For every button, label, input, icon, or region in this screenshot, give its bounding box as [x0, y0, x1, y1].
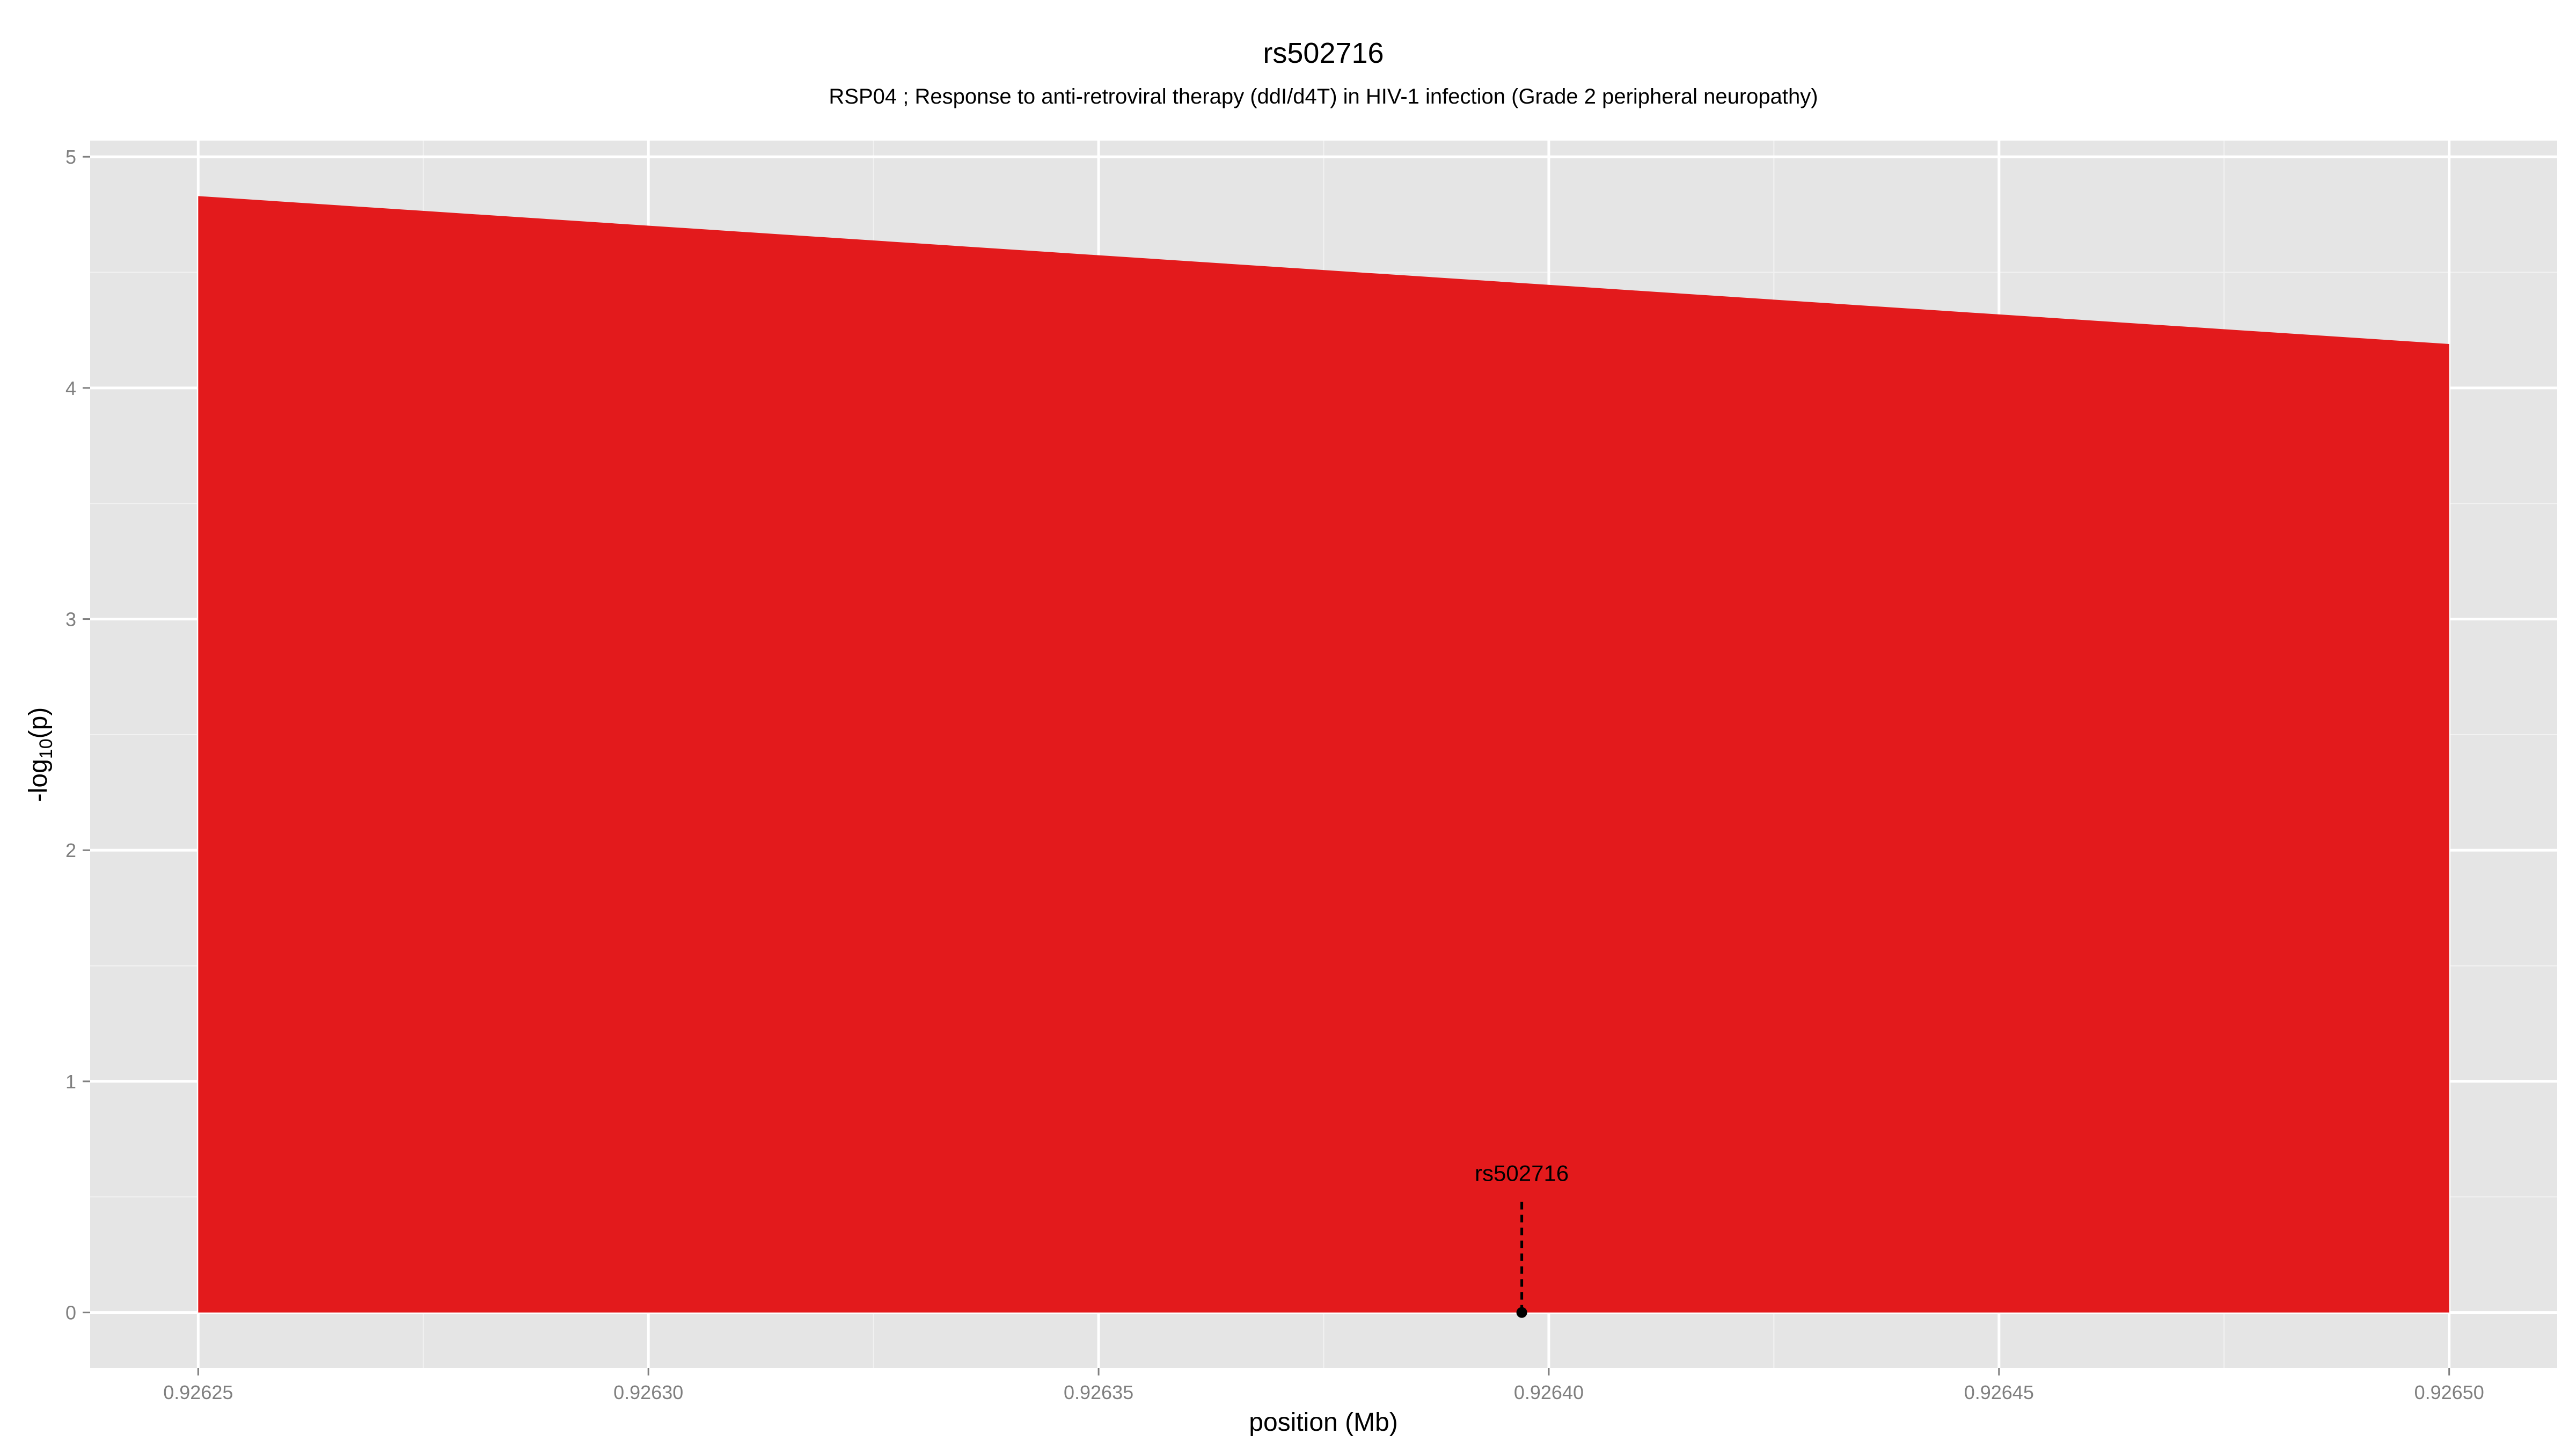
y-tick-label: 2: [65, 839, 76, 861]
snp-point: [1516, 1307, 1527, 1318]
y-axis-title-main: -log: [24, 759, 53, 802]
snp-label: rs502716: [1475, 1161, 1569, 1186]
x-tick-label: 0.92650: [2414, 1381, 2484, 1403]
x-axis: 0.92625 0.92630 0.92635 0.92640 0.92645 0.926…: [163, 1368, 2484, 1403]
area-series: [198, 196, 2449, 1313]
y-axis-title-subscript: 10: [36, 738, 56, 759]
chart-subtitle: RSP04 ; Response to anti-retroviral ther…: [829, 85, 1818, 108]
y-tick-label: 3: [65, 609, 76, 631]
x-axis-title: position (Mb): [1249, 1408, 1397, 1437]
y-tick-label: 0: [65, 1302, 76, 1324]
y-tick-label: 4: [65, 377, 76, 399]
x-tick-label: 0.92640: [1514, 1381, 1584, 1403]
chart-title: rs502716: [1263, 37, 1384, 69]
x-tick-label: 0.92635: [1064, 1381, 1133, 1403]
x-tick-label: 0.92625: [163, 1381, 233, 1403]
x-tick-label: 0.92630: [613, 1381, 683, 1403]
y-axis-title-tail: (p): [24, 707, 53, 739]
y-tick-label: 1: [65, 1071, 76, 1093]
area-layer: [198, 196, 2449, 1313]
y-axis: 0 1 2 3 4 5: [65, 146, 90, 1324]
x-tick-label: 0.92645: [1964, 1381, 2034, 1403]
y-tick-label: 5: [65, 146, 76, 168]
annotation-layer: rs502716: [1475, 1161, 1569, 1318]
y-axis-title: -log10(p): [24, 707, 56, 802]
